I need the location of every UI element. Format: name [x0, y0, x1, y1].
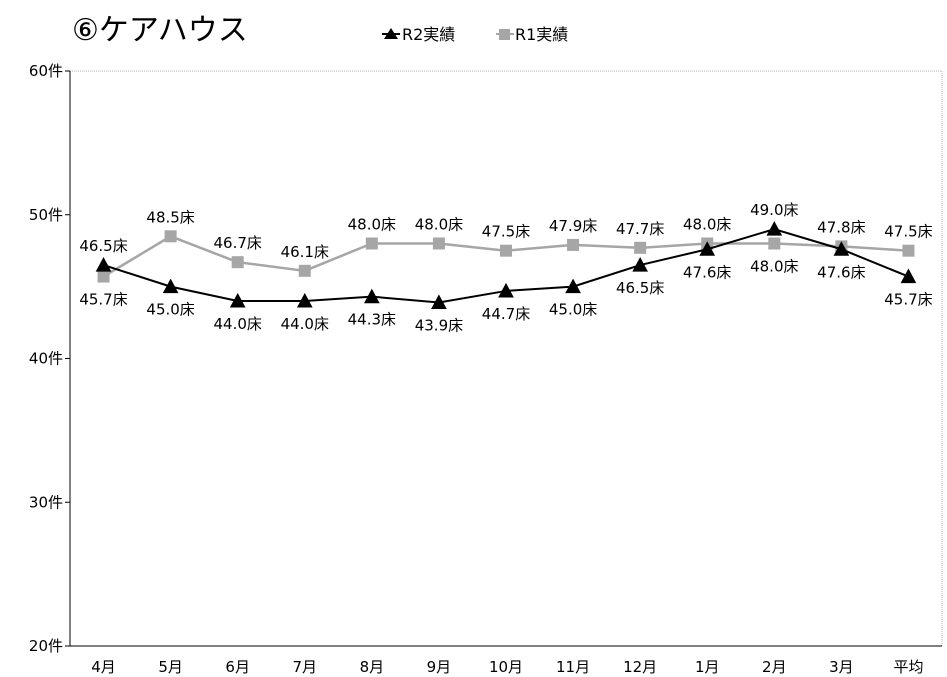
data-label-r2: 47.6床	[683, 263, 731, 281]
plot-area	[69, 70, 943, 647]
data-label-r2: 46.5床	[79, 237, 127, 255]
data-label-r2: 45.0床	[549, 301, 597, 319]
legend-r2-marker	[384, 28, 398, 39]
point-r2	[364, 288, 380, 304]
data-label-r2: 44.3床	[348, 311, 396, 329]
x-tick-label: 11月	[556, 658, 590, 676]
y-tick-label: 60件	[29, 62, 63, 80]
data-label-r1: 46.1床	[281, 243, 329, 261]
data-label-r1: 47.9床	[549, 217, 597, 235]
y-tick-label: 50件	[29, 206, 63, 224]
x-tick-label: 5月	[158, 658, 183, 676]
data-label-r1: 48.0床	[683, 216, 731, 234]
x-tick-label: 10月	[489, 658, 523, 676]
x-tick-label: 6月	[225, 658, 250, 676]
point-r1	[902, 244, 915, 257]
x-tick-label: 4月	[91, 658, 116, 676]
data-label-r2: 47.6床	[817, 263, 865, 281]
data-label-r2: 45.7床	[884, 291, 932, 309]
data-label-r2: 44.0床	[213, 315, 261, 333]
point-r1	[365, 237, 378, 250]
legend: R2実績 R1実績	[382, 25, 568, 44]
legend-r2-label: R2実績	[402, 25, 455, 44]
data-label-r1: 47.5床	[482, 223, 530, 241]
x-tick-label: 3月	[829, 658, 854, 676]
data-label-r2: 45.0床	[146, 301, 194, 319]
point-r2	[162, 278, 179, 294]
legend-item-r2: R2実績	[382, 25, 455, 44]
point-r2	[900, 268, 917, 284]
point-r1	[768, 237, 781, 250]
point-r2	[833, 241, 850, 256]
point-r1	[298, 264, 311, 277]
point-r1	[97, 270, 110, 283]
data-label-r1: 47.8床	[817, 218, 865, 236]
x-tick-group: 4月 5月 6月 7月 8月 9月 10月 11月 12月 1月 2月 3月 平均	[91, 658, 923, 676]
point-r1	[634, 241, 647, 254]
chart-title: ⑥ケアハウス	[72, 13, 248, 48]
point-r2	[229, 292, 246, 308]
legend-item-r1: R1実績	[496, 25, 568, 44]
point-r2	[296, 292, 313, 308]
point-r2	[95, 257, 112, 272]
data-label-r1: 45.7床	[79, 291, 127, 309]
data-label-r2: 44.7床	[482, 305, 530, 323]
x-tick-label: 1月	[695, 658, 720, 676]
data-label-r2: 49.0床	[750, 201, 798, 219]
x-tick-label: 2月	[762, 658, 787, 676]
data-label-r1: 47.7床	[616, 220, 664, 238]
data-label-r2: 44.0床	[281, 315, 329, 333]
point-r2	[766, 221, 783, 236]
y-tick-label: 30件	[29, 493, 63, 511]
series-group	[95, 221, 917, 309]
data-label-r1: 48.0床	[348, 216, 396, 234]
legend-r1-label: R1実績	[515, 25, 568, 44]
x-tick-label: 7月	[292, 658, 317, 676]
data-label-r2: 43.9床	[415, 316, 463, 334]
point-r1	[231, 256, 244, 269]
y-tick-group: 20件 30件 40件 50件 60件	[29, 62, 70, 655]
x-tick-label: 8月	[360, 658, 385, 676]
x-tick-label: 9月	[427, 658, 452, 676]
point-r1	[500, 244, 512, 257]
y-tick-label: 20件	[29, 637, 63, 655]
data-label-r1: 48.0床	[415, 216, 463, 234]
point-r2	[431, 294, 447, 309]
legend-r1-marker	[499, 29, 510, 40]
point-r2	[498, 282, 514, 298]
data-label-r1: 47.5床	[884, 223, 932, 241]
x-tick-label: 12月	[623, 658, 657, 676]
point-r2	[632, 257, 648, 272]
point-r2	[699, 241, 716, 256]
point-r1	[432, 237, 445, 250]
x-tick-label: 平均	[893, 658, 923, 676]
data-label-r2: 46.5床	[616, 279, 664, 297]
data-label-r1: 48.5床	[146, 208, 194, 226]
data-label-r1: 48.0床	[750, 258, 798, 276]
y-tick-label: 40件	[29, 350, 63, 368]
point-r1	[567, 238, 580, 251]
point-r1	[164, 230, 177, 243]
data-label-r1: 46.7床	[213, 234, 261, 252]
data-label-group: 46.5床 45.0床 44.0床 44.0床 44.3床 43.9床 44.7床 45.0床…	[79, 201, 932, 334]
point-r2	[565, 278, 581, 294]
